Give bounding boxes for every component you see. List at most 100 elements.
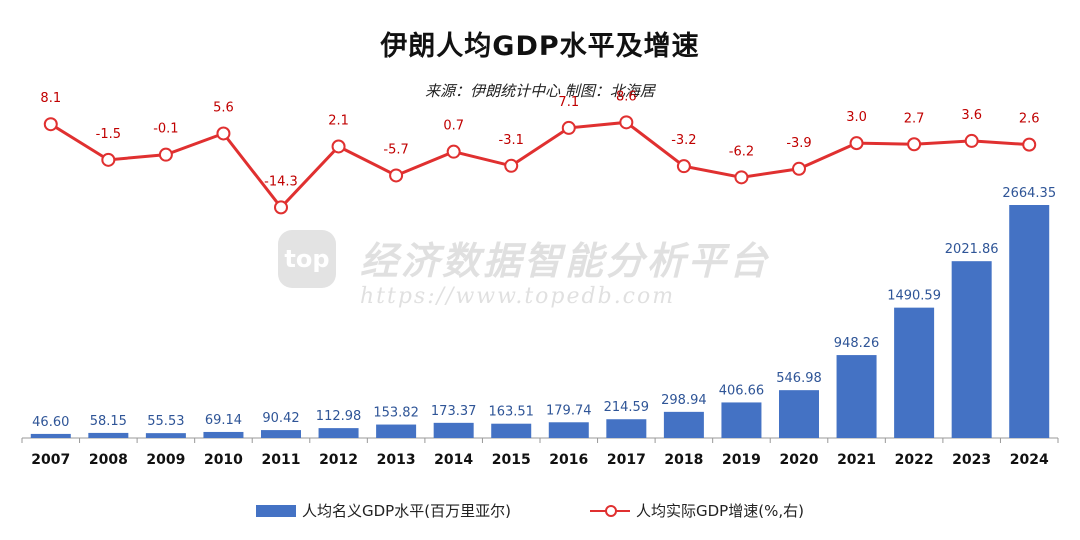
x-tick-label-2018: 2018 [664,452,703,468]
legend-bar-swatch [256,504,296,517]
bar-label-2007: 46.60 [32,415,69,430]
x-tick-label-2022: 2022 [895,452,934,468]
x-tick-label-2023: 2023 [952,452,991,468]
legend-item-bar: 人均名义GDP水平(百万里亚尔) [256,500,511,521]
bar-2022 [894,307,935,438]
growth-label-2018: -3.2 [671,133,696,148]
bar-2016 [548,422,589,438]
growth-label-2017: 8.6 [616,89,637,104]
growth-point-2014 [446,144,461,159]
x-tick-label-2015: 2015 [492,452,531,468]
chart-subtitle: 来源：伊朗统计中心 制图：北海居 [425,82,655,100]
growth-point-2007 [43,117,58,132]
x-tick-label-2019: 2019 [722,452,761,468]
bar-label-2009: 55.53 [147,414,184,429]
x-tick-label-2021: 2021 [837,452,876,468]
growth-label-2011: -14.3 [264,174,298,189]
bar-label-2019: 406.66 [719,383,765,398]
bar-label-2020: 546.98 [776,371,822,386]
chart-title: 伊朗人均GDP水平及增速 [380,31,700,62]
growth-point-2010 [216,126,231,141]
growth-point-2013 [389,168,404,183]
growth-label-2020: -3.9 [786,136,811,151]
growth-line [49,120,1030,210]
x-tick-label-2012: 2012 [319,452,358,468]
growth-label-2007: 8.1 [40,91,61,106]
bar-2020 [779,390,819,438]
legend-label-bar: 人均名义GDP水平(百万里亚尔) [302,502,511,520]
growth-point-2008 [101,152,116,167]
bar-2007 [30,433,71,438]
growth-point-2016 [561,120,576,135]
legend-line-swatch [590,504,630,517]
growth-point-2020 [792,161,806,176]
growth-label-2023: 3.6 [961,108,982,123]
x-tick-label-2007: 2007 [31,452,70,468]
x-tick-label-2013: 2013 [377,452,416,468]
growth-point-2022 [907,137,922,152]
bar-2009 [145,433,186,438]
bar-label-2008: 58.15 [90,414,127,429]
bar-label-2017: 214.59 [604,400,650,415]
bar-label-2023: 2021.86 [945,242,999,257]
x-tick-label-2014: 2014 [434,452,473,468]
x-tick-label-2008: 2008 [89,452,128,468]
bar-2017 [606,419,647,438]
growth-point-2011 [274,200,288,215]
growth-label-2012: 2.1 [328,113,349,128]
bar-label-2013: 153.82 [373,406,419,421]
growth-label-2024: 2.6 [1019,112,1040,127]
bar-label-2021: 948.26 [834,336,880,351]
growth-label-2016: 7.1 [558,95,579,110]
growth-label-2021: 3.0 [846,110,867,125]
bar-2015 [491,423,532,438]
bar-label-2012: 112.98 [316,409,362,424]
bar-label-2024: 2664.35 [1002,186,1056,201]
growth-label-2008: -1.5 [96,127,121,142]
bar-label-2014: 173.37 [431,404,477,419]
bar-2014 [433,422,474,438]
bar-2010 [203,431,244,438]
x-tick-label-2024: 2024 [1010,452,1049,468]
bar-2021 [836,355,877,438]
growth-point-2015 [504,158,519,173]
bar-2008 [88,432,129,438]
growth-point-2024 [1022,137,1037,152]
growth-point-2017 [619,115,634,130]
growth-point-2018 [676,159,691,174]
growth-label-2014: 0.7 [443,119,464,134]
legend: 人均名义GDP水平(百万里亚尔) 人均实际GDP增速(%,右) [0,500,1080,524]
bar-2013 [376,424,417,438]
bar-label-2010: 69.14 [205,413,242,428]
x-tick-label-2011: 2011 [262,452,301,468]
bar-2024 [1009,205,1050,438]
bar-label-2022: 1490.59 [887,289,941,304]
growth-point-2009 [158,147,173,162]
x-tick-label-2020: 2020 [780,452,819,468]
bar-2019 [721,402,762,438]
x-tick-label-2009: 2009 [146,452,185,468]
bar-label-2018: 298.94 [661,393,707,408]
growth-label-2009: -0.1 [153,122,178,137]
bar-2011 [261,430,301,438]
growth-label-2019: -6.2 [729,144,754,159]
growth-label-2010: 5.6 [213,100,234,115]
growth-label-2015: -3.1 [499,133,524,148]
x-tick-label-2017: 2017 [607,452,646,468]
bar-2023 [951,261,992,438]
bar-label-2016: 179.74 [546,403,592,418]
bar-2012 [318,428,359,438]
bar-label-2011: 90.42 [262,411,299,426]
legend-item-line: 人均实际GDP增速(%,右) [590,500,804,521]
growth-label-2013: -5.7 [383,142,408,157]
growth-point-2021 [849,136,864,151]
x-tick-label-2016: 2016 [549,452,588,468]
bar-2018 [663,411,704,438]
growth-point-2023 [964,133,979,148]
legend-label-line: 人均实际GDP增速(%,右) [636,502,804,520]
growth-point-2019 [734,170,749,185]
growth-point-2012 [331,139,346,154]
growth-label-2022: 2.7 [904,111,925,126]
bar-label-2015: 163.51 [488,405,534,420]
